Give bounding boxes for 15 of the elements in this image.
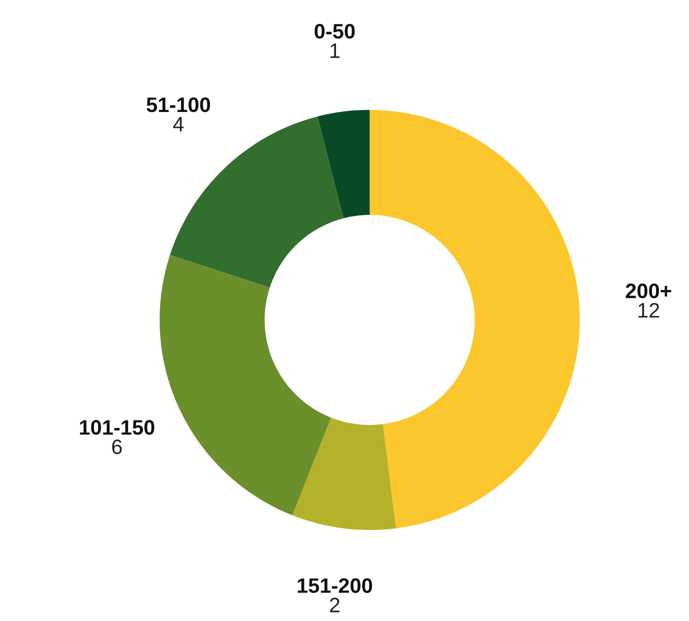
data-label: 2	[330, 598, 340, 612]
donut-slice	[170, 116, 344, 288]
slice-label: 51-100	[146, 97, 210, 112]
slice-label: 0-50	[314, 24, 355, 39]
data-label: 12	[638, 302, 660, 318]
donut-slice	[317, 110, 370, 218]
slice-label: 151-200	[298, 578, 372, 594]
data-label: 6	[112, 439, 122, 454]
donut-slice	[160, 255, 332, 516]
data-label: 1	[330, 44, 340, 58]
slice-label: 200+	[626, 284, 672, 298]
data-label: 4	[173, 117, 184, 132]
slice-label: 101-150	[80, 420, 154, 435]
donut-slice	[292, 418, 396, 530]
donut-slice	[370, 110, 580, 528]
